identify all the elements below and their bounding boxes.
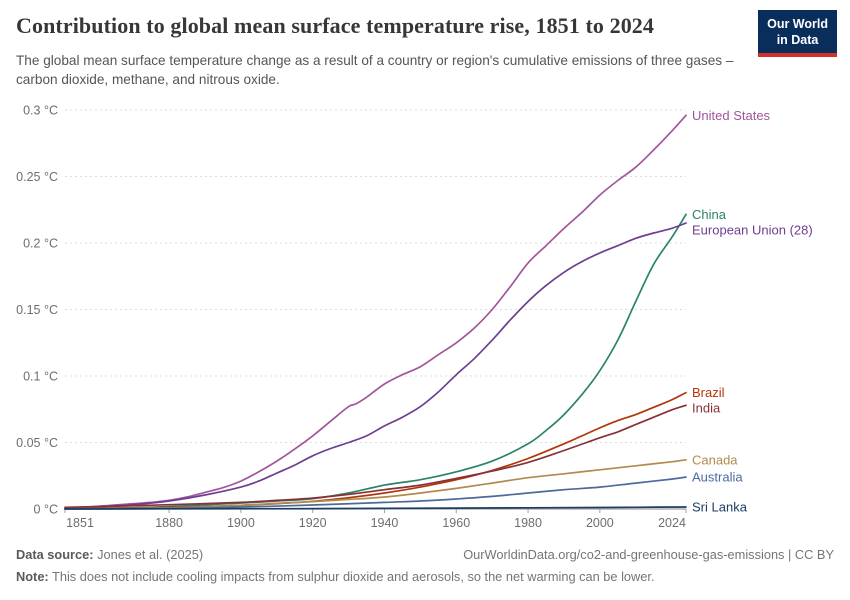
- series-line-india[interactable]: [64, 404, 687, 509]
- x-axis-tick-label: 2024: [658, 516, 686, 530]
- series-line-canada[interactable]: [64, 458, 687, 510]
- data-source-value: Jones et al. (2025): [93, 547, 204, 562]
- series-line-china[interactable]: [64, 213, 687, 510]
- owid-logo-line1: Our World: [767, 17, 828, 31]
- series-label-brazil[interactable]: Brazil: [692, 385, 725, 400]
- y-axis-tick-label: 0.2 °C: [23, 237, 58, 251]
- y-axis-tick-label: 0 °C: [34, 503, 58, 517]
- y-axis-tick-label: 0.15 °C: [16, 303, 58, 317]
- series-label-european-union-28[interactable]: European Union (28): [692, 222, 813, 237]
- note-label: Note:: [16, 569, 49, 584]
- x-axis-tick-label: 2000: [586, 516, 614, 530]
- data-source-text: Data source: Jones et al. (2025): [16, 547, 203, 562]
- page-title: Contribution to global mean surface temp…: [16, 13, 655, 38]
- series-label-china[interactable]: China: [692, 207, 727, 222]
- line-chart: 0 °C 0.05 °C 0.1 °C 0.15 °C 0.2 °C 0.25 °C 0.3…: [16, 104, 813, 531]
- series-label-united-states[interactable]: United States: [692, 108, 771, 123]
- series-label-australia[interactable]: Australia: [692, 470, 743, 485]
- y-axis-tick-label: 0.25 °C: [16, 170, 58, 184]
- owid-logo[interactable]: Our World in Data: [758, 10, 837, 58]
- x-axis-tick-label: 1880: [155, 516, 183, 530]
- x-axis-tick-label: 1940: [371, 516, 399, 530]
- series-line-australia[interactable]: [64, 476, 687, 510]
- y-axis-tick-label: 0.3 °C: [23, 104, 58, 118]
- x-axis-tick-label: 1960: [442, 516, 470, 530]
- note-text: Note: This does not include cooling impa…: [16, 569, 655, 584]
- series-label-sri-lanka[interactable]: Sri Lanka: [692, 500, 748, 515]
- y-axis-tick-label: 0.1 °C: [23, 370, 58, 384]
- footer-source-row: Data source: Jones et al. (2025) OurWorl…: [16, 547, 834, 562]
- chart-subtitle: The global mean surface temperature chan…: [16, 53, 734, 88]
- y-axis-tick-label: 0.05 °C: [16, 436, 58, 450]
- series-label-canada[interactable]: Canada: [692, 452, 738, 467]
- series-line-united-states[interactable]: [64, 114, 687, 510]
- note-value: This does not include cooling impacts fr…: [48, 569, 655, 584]
- series-line-european-union-28[interactable]: [64, 222, 687, 510]
- x-axis-tick-label: 1900: [227, 516, 255, 530]
- x-axis-tick-label: 1980: [514, 516, 542, 530]
- data-source-label: Data source:: [16, 547, 94, 562]
- owid-logo-line2: in Data: [776, 32, 819, 47]
- x-axis-tick-label: 1851: [66, 516, 94, 530]
- series-label-india[interactable]: India: [692, 401, 721, 416]
- x-axis-tick-label: 1920: [299, 516, 327, 530]
- owid-url-link[interactable]: OurWorldinData.org/co2-and-greenhouse-ga…: [463, 547, 834, 562]
- footer-note-row: Note: This does not include cooling impa…: [16, 569, 834, 584]
- series-line-sri-lanka[interactable]: [64, 506, 687, 510]
